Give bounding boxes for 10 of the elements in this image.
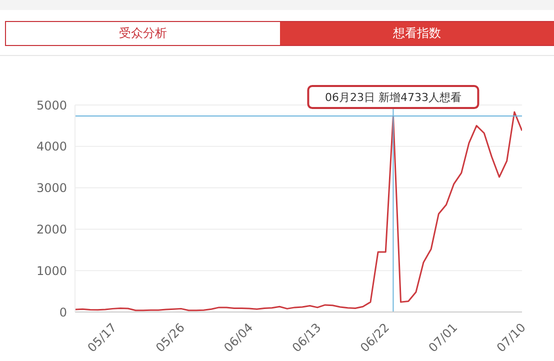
line-series xyxy=(75,111,522,312)
y-tick-label: 0 xyxy=(59,305,67,320)
y-tick-label: 4000 xyxy=(36,140,67,154)
y-tick-label: 2000 xyxy=(36,222,67,236)
annotation: 06月23日 新增4733人想看 xyxy=(324,91,462,104)
y-tick-label: 1000 xyxy=(36,264,67,278)
y-tick-label: 3000 xyxy=(36,181,67,196)
text: 受众分析 xyxy=(5,22,280,45)
y-tick-label: 5000 xyxy=(36,98,67,112)
text: 想看指数 xyxy=(280,22,554,45)
